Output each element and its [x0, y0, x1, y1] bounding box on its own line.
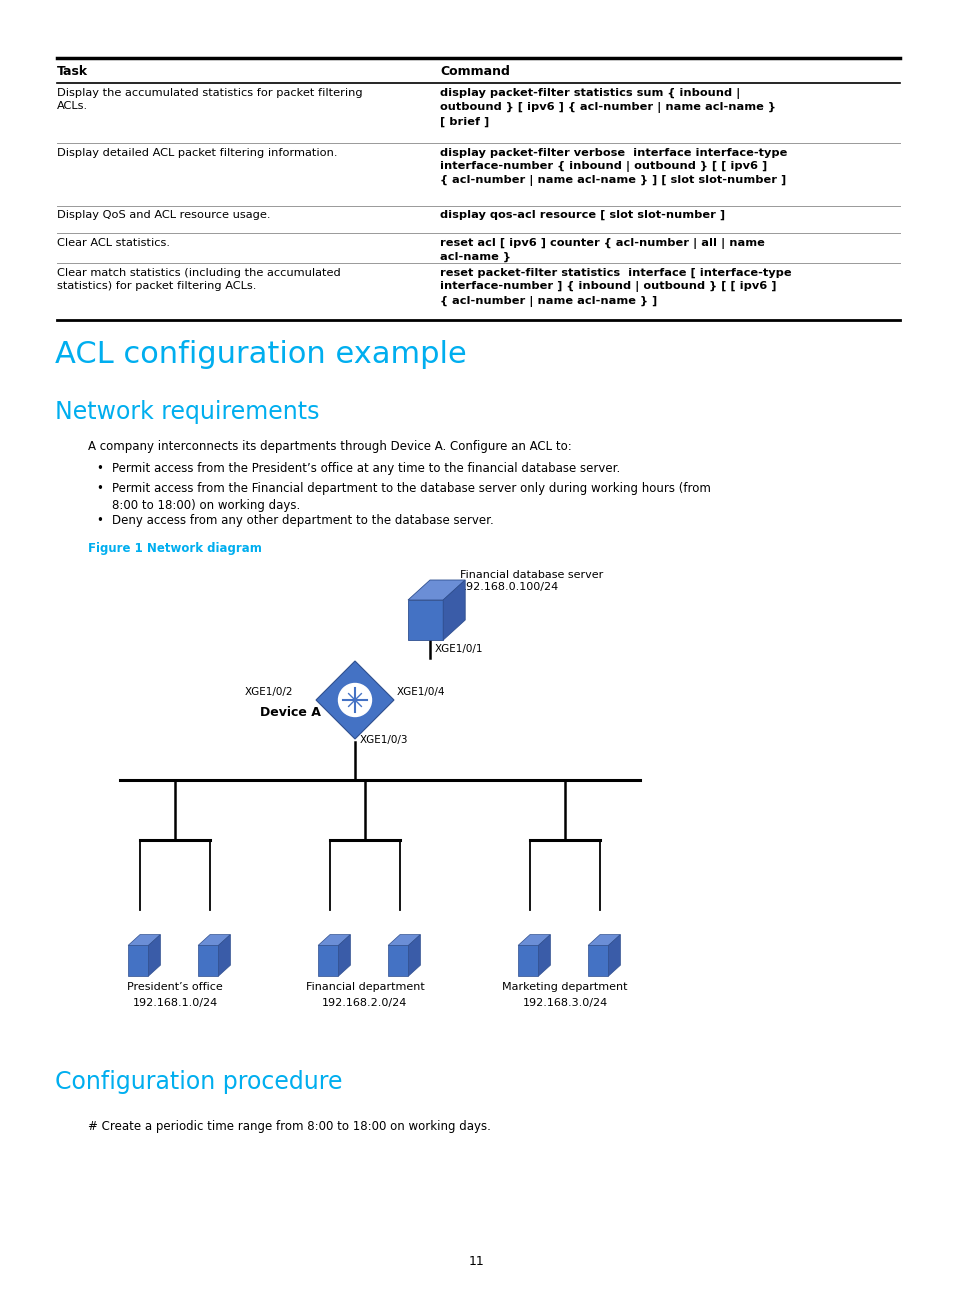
- Text: reset acl [ ipv6 ] counter { acl-number | all | name
acl-name }: reset acl [ ipv6 ] counter { acl-number …: [439, 238, 764, 263]
- Text: Network requirements: Network requirements: [55, 400, 319, 424]
- Text: reset packet-filter statistics  interface [ interface-type
interface-number ] { : reset packet-filter statistics interface…: [439, 268, 791, 307]
- Text: 11: 11: [469, 1255, 484, 1267]
- Text: Command: Command: [439, 65, 509, 78]
- Text: Device A: Device A: [260, 705, 320, 718]
- Text: XGE1/0/2: XGE1/0/2: [245, 687, 294, 697]
- Text: Financial department: Financial department: [305, 982, 424, 991]
- Polygon shape: [517, 945, 537, 976]
- Text: 192.168.3.0/24: 192.168.3.0/24: [522, 998, 607, 1008]
- Polygon shape: [408, 581, 465, 600]
- Text: Deny access from any other department to the database server.: Deny access from any other department to…: [112, 515, 494, 527]
- Polygon shape: [587, 934, 619, 945]
- Text: XGE1/0/4: XGE1/0/4: [396, 687, 445, 697]
- Text: 192.168.1.0/24: 192.168.1.0/24: [132, 998, 217, 1008]
- Text: display packet-filter verbose  interface interface-type
interface-number { inbou: display packet-filter verbose interface …: [439, 148, 786, 187]
- Text: Display QoS and ACL resource usage.: Display QoS and ACL resource usage.: [57, 210, 271, 220]
- Text: Clear ACL statistics.: Clear ACL statistics.: [57, 238, 170, 248]
- Text: •: •: [96, 515, 103, 527]
- Polygon shape: [587, 945, 608, 976]
- Text: display qos-acl resource [ slot slot-number ]: display qos-acl resource [ slot slot-num…: [439, 210, 724, 220]
- Polygon shape: [408, 934, 420, 976]
- Polygon shape: [128, 934, 160, 945]
- Text: •: •: [96, 461, 103, 476]
- Text: Task: Task: [57, 65, 88, 78]
- Polygon shape: [408, 600, 443, 640]
- Text: Permit access from the Financial department to the database server only during w: Permit access from the Financial departm…: [112, 482, 710, 512]
- Text: XGE1/0/3: XGE1/0/3: [359, 735, 408, 745]
- Text: Display the accumulated statistics for packet filtering
ACLs.: Display the accumulated statistics for p…: [57, 88, 362, 111]
- Text: Clear match statistics (including the accumulated
statistics) for packet filteri: Clear match statistics (including the ac…: [57, 268, 340, 292]
- Polygon shape: [338, 934, 350, 976]
- Text: Financial database server
192.168.0.100/24: Financial database server 192.168.0.100/…: [459, 570, 602, 591]
- Text: display packet-filter statistics sum { inbound |
outbound } [ ipv6 ] { acl-numbe: display packet-filter statistics sum { i…: [439, 88, 775, 127]
- Polygon shape: [388, 934, 420, 945]
- Polygon shape: [218, 934, 231, 976]
- Text: Configuration procedure: Configuration procedure: [55, 1070, 342, 1094]
- Polygon shape: [315, 661, 394, 739]
- Polygon shape: [443, 581, 465, 640]
- Polygon shape: [317, 945, 338, 976]
- Text: XGE1/0/1: XGE1/0/1: [435, 644, 483, 654]
- Text: ACL configuration example: ACL configuration example: [55, 340, 466, 369]
- Circle shape: [338, 683, 371, 717]
- Text: 192.168.2.0/24: 192.168.2.0/24: [322, 998, 407, 1008]
- Polygon shape: [608, 934, 619, 976]
- Text: Marketing department: Marketing department: [501, 982, 627, 991]
- Polygon shape: [537, 934, 550, 976]
- Polygon shape: [517, 934, 550, 945]
- Text: President’s office: President’s office: [127, 982, 223, 991]
- Polygon shape: [128, 945, 149, 976]
- Polygon shape: [198, 945, 218, 976]
- Text: Permit access from the President’s office at any time to the financial database : Permit access from the President’s offic…: [112, 461, 619, 476]
- Polygon shape: [388, 945, 408, 976]
- Text: A company interconnects its departments through Device A. Configure an ACL to:: A company interconnects its departments …: [88, 441, 571, 454]
- Polygon shape: [149, 934, 160, 976]
- Polygon shape: [317, 934, 350, 945]
- Text: •: •: [96, 482, 103, 495]
- Polygon shape: [198, 934, 231, 945]
- Text: # Create a periodic time range from 8:00 to 18:00 on working days.: # Create a periodic time range from 8:00…: [88, 1120, 491, 1133]
- Text: Display detailed ACL packet filtering information.: Display detailed ACL packet filtering in…: [57, 148, 337, 158]
- Text: Figure 1 Network diagram: Figure 1 Network diagram: [88, 542, 262, 555]
